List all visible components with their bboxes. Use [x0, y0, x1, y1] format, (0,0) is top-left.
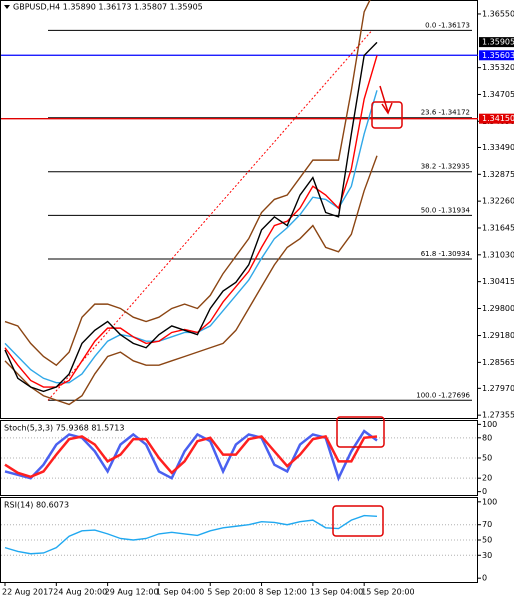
y-tick-label: 50 — [482, 536, 492, 545]
stoch-header: Stoch(5,3,3) 75.9368 81.5713 — [4, 424, 124, 433]
y-tick-label: 80 — [482, 433, 492, 442]
fib-label: 38.2 -1.32935 — [421, 163, 470, 171]
price-marker — [479, 37, 514, 48]
y-tick-label: 1.27970 — [482, 384, 514, 393]
y-tick-label: 50 — [482, 454, 492, 463]
annotations — [332, 85, 403, 537]
y-tick-label: 0 — [482, 574, 487, 583]
stoch-panel — [0, 420, 478, 496]
y-tick-label: 20 — [482, 474, 492, 483]
series-line — [4, 155, 378, 406]
annotation-box — [371, 101, 403, 129]
price-marker-label: 1.35603 — [482, 51, 514, 60]
x-tick-label: 24 Aug 20:00 — [53, 588, 107, 597]
annotation-box — [336, 416, 385, 448]
x-tick-label: 5 Sep 20:00 — [207, 588, 255, 597]
fib-label: 50.0 -1.31934 — [421, 206, 471, 214]
series-line — [4, 0, 371, 367]
annotation-arrowhead — [381, 102, 393, 115]
price-marker — [479, 50, 514, 61]
series-line — [4, 41, 378, 393]
series-line — [4, 55, 378, 388]
annotation-box — [332, 505, 384, 537]
series-line — [4, 514, 378, 555]
x-tick-label: 13 Sep 04:00 — [310, 588, 363, 597]
y-tick-label: 30 — [482, 551, 492, 560]
y-tick-label: 100 — [482, 497, 497, 506]
y-tick-label: 1.33490 — [482, 143, 514, 152]
y-tick-label: 1.32875 — [482, 170, 514, 179]
y-tick-label: 1.34705 — [482, 90, 514, 99]
x-tick-label: 22 Aug 2017 — [2, 588, 53, 597]
y-tick-label: 1.36550 — [482, 9, 514, 18]
price-marker-label: 1.34150 — [482, 114, 514, 123]
y-tick-label: 1.35320 — [482, 63, 514, 72]
series-line — [4, 429, 378, 482]
y-tick-label: 1.31645 — [482, 223, 514, 232]
x-tick-label: 8 Sep 12:00 — [259, 588, 307, 597]
y-tick-label: 100 — [482, 420, 497, 429]
menu-arrow[interactable] — [4, 5, 10, 9]
x-tick-label: 29 Aug 12:00 — [105, 588, 159, 597]
y-tick-label: 1.31030 — [482, 250, 514, 259]
y-tick-label: 1.27355 — [482, 411, 514, 420]
series-line — [4, 435, 378, 479]
fib-label: 0.0 -1.36173 — [425, 21, 470, 29]
fib-label: 61.8 -1.30934 — [421, 250, 471, 258]
price-marker-label: 1.35905 — [482, 38, 514, 47]
y-tick-label: 1.28565 — [482, 358, 514, 367]
y-tick-label: 70 — [482, 520, 492, 529]
rsi-header: RSI(14) 80.6073 — [4, 501, 69, 510]
y-tick-label: 1.29800 — [482, 304, 514, 313]
fib-trend — [47, 30, 373, 401]
price-panel — [0, 0, 478, 419]
y-tick-label: 1.29180 — [482, 331, 514, 340]
price-header: GBPUSD,H4 1.35890 1.36173 1.35807 1.3590… — [13, 3, 203, 12]
fib-label: 23.6 -1.34172 — [421, 109, 470, 117]
rsi-panel — [0, 497, 478, 583]
x-tick-label: 15 Sep 20:00 — [361, 588, 414, 597]
y-tick-label: 1.32260 — [482, 197, 514, 206]
y-tick-label: 1.30415 — [482, 277, 514, 286]
annotation-arrow — [379, 85, 389, 113]
x-tick-label: 1 Sep 04:00 — [156, 588, 204, 597]
y-tick-label: 0 — [482, 487, 487, 496]
price-marker — [479, 113, 514, 124]
fib-label: 100.0 -1.27696 — [416, 391, 470, 399]
